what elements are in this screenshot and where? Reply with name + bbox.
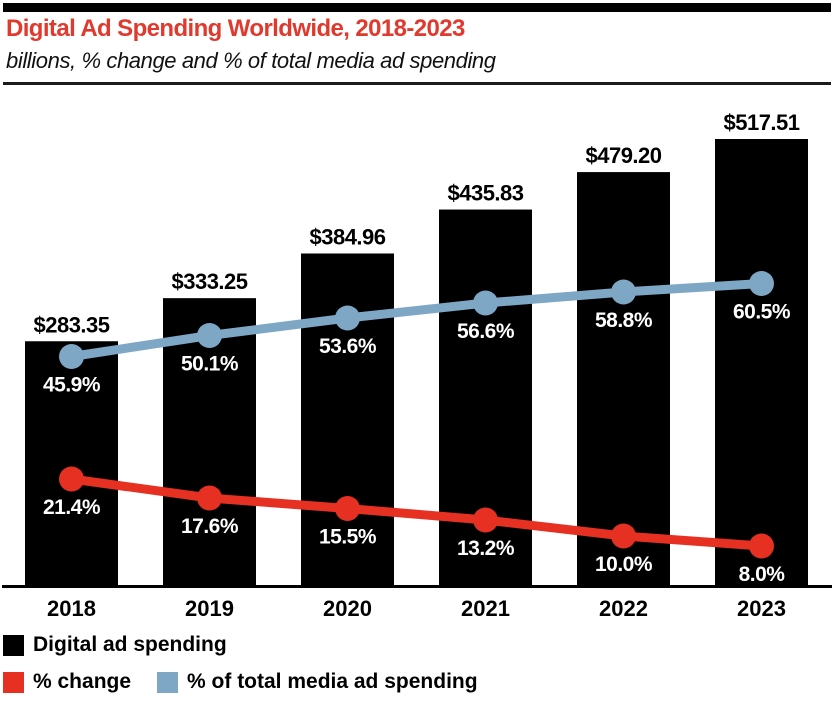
bar — [25, 341, 118, 587]
share-point — [59, 344, 84, 369]
chart-subtitle: billions, % change and % of total media … — [6, 48, 496, 73]
change-value-label: 8.0% — [739, 563, 786, 586]
change-value-label: 13.2% — [457, 537, 515, 560]
x-axis-line — [2, 585, 832, 588]
bar-value-label: $435.83 — [447, 181, 523, 206]
chart-title: Digital Ad Spending Worldwide, 2018-2023 — [6, 15, 465, 42]
legend-label: Digital ad spending — [33, 633, 227, 656]
change-value-label: 21.4% — [43, 496, 101, 519]
legend-label: % change — [33, 670, 132, 693]
share-point — [611, 279, 636, 305]
header-rule-top — [3, 3, 831, 12]
bar-value-label: $479.20 — [585, 143, 661, 168]
share-line — [70, 279, 762, 361]
change-point — [473, 507, 498, 533]
change-point — [197, 485, 222, 511]
legend-swatch-share — [157, 671, 179, 693]
legend-label: % of total media ad spending — [187, 670, 478, 693]
change-value-label: 15.5% — [319, 526, 377, 549]
change-value-label: 10.0% — [595, 553, 653, 576]
share-point — [749, 271, 774, 296]
x-axis-label: 2022 — [599, 596, 648, 621]
change-point — [59, 466, 84, 492]
legend-row-1: Digital ad spending — [3, 633, 227, 657]
legend-item-pct-change: % change — [3, 670, 131, 694]
change-value-label: 17.6% — [181, 515, 239, 538]
share-value-label: 60.5% — [733, 301, 791, 324]
change-point — [335, 496, 360, 521]
change-point — [611, 523, 636, 549]
legend-swatch-bar — [3, 634, 24, 656]
legend-swatch-change — [3, 671, 24, 693]
legend-row-2: % change % of total media ad spending — [3, 670, 478, 694]
share-point — [197, 323, 222, 348]
change-point — [749, 533, 774, 559]
header-rule-bottom — [3, 82, 831, 85]
x-axis-label: 2021 — [461, 596, 510, 621]
bar — [577, 172, 670, 587]
legend-item-share-of-media: % of total media ad spending — [157, 670, 478, 694]
share-value-label: 56.6% — [457, 320, 515, 343]
bar — [715, 139, 808, 587]
bar-value-label: $333.25 — [171, 269, 247, 294]
legend-item-digital-ad-spending: Digital ad spending — [3, 633, 227, 657]
share-value-label: 50.1% — [181, 353, 239, 376]
x-axis-label: 2020 — [323, 596, 372, 621]
bar-value-label: $283.35 — [33, 312, 109, 337]
x-axis-label: 2019 — [185, 596, 234, 621]
share-value-label: 58.8% — [595, 309, 653, 332]
change-line — [70, 474, 762, 551]
share-point — [335, 305, 360, 331]
share-point — [473, 290, 498, 316]
x-axis-label: 2023 — [737, 596, 786, 621]
bar-value-label: $384.96 — [309, 224, 385, 249]
bar-value-label: $517.51 — [723, 110, 799, 135]
share-value-label: 53.6% — [319, 335, 377, 358]
x-axis-label: 2018 — [47, 596, 96, 621]
share-value-label: 45.9% — [43, 374, 101, 397]
